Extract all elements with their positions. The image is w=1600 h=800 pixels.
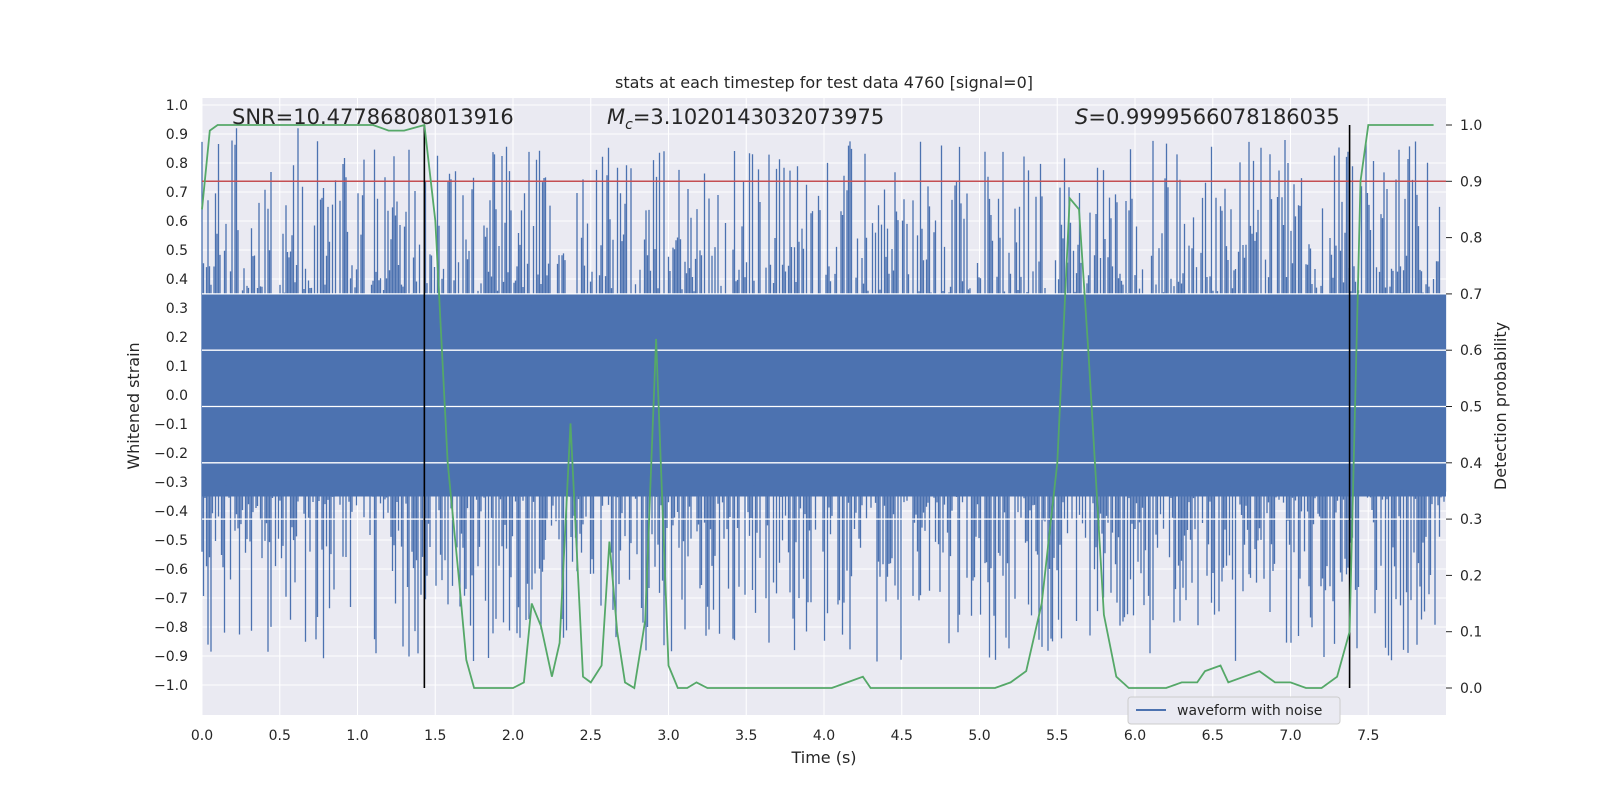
legend: waveform with noise [1127, 696, 1341, 725]
waveform-path [201, 128, 1447, 662]
x-axis-label: Time (s) [790, 748, 856, 767]
y-left-tick-label: −0.7 [154, 591, 188, 607]
y-left-axis-label: Whitened strain [124, 342, 143, 469]
x-tick-label: 5.5 [1046, 728, 1068, 744]
y-left-tick-label: −0.6 [154, 562, 188, 578]
x-tick-label: 0.0 [191, 728, 213, 744]
y-left-tick-label: 0.3 [166, 301, 188, 317]
vertical-markers [423, 125, 1351, 688]
y-left-tick-label: −0.1 [154, 417, 188, 433]
y-left-tick-label: 0.0 [166, 388, 188, 404]
chart-title: stats at each timestep for test data 476… [615, 73, 1033, 92]
y-right-ticks: 1.0 0.9 0.8 0.7 0.6 0.5 0.4 0.3 0.2 0.1 0.0 [1446, 118, 1482, 697]
y-right-tick-label: 0.9 [1460, 174, 1482, 190]
y-right-axis-label: Detection probability [1491, 322, 1510, 490]
x-tick-label: 1.5 [424, 728, 446, 744]
y-left-tick-label: −0.5 [154, 533, 188, 549]
y-right-tick-label: 0.3 [1460, 512, 1482, 528]
y-left-tick-label: −0.8 [154, 620, 188, 636]
legend-label-waveform: waveform with noise [1177, 703, 1322, 719]
y-left-tick-label: −1.0 [154, 678, 188, 694]
y-right-tick-label: 0.1 [1460, 625, 1482, 641]
y-left-tick-label: 0.6 [166, 214, 188, 230]
y-left-tick-label: −0.4 [154, 504, 188, 520]
y-right-tick-label: 1.0 [1460, 118, 1482, 134]
x-tick-label: 7.5 [1357, 728, 1379, 744]
y-right-tick-label: 0.2 [1460, 568, 1482, 584]
y-left-tick-label: −0.2 [154, 446, 188, 462]
x-ticks: 0.0 0.5 1.0 1.5 2.0 2.5 3.0 3.5 4.0 4.5 5.0 5.5 6.0 6… [191, 728, 1380, 744]
x-tick-label: 4.5 [891, 728, 913, 744]
grid-overlay [202, 293, 1446, 520]
y-right-tick-label: 0.4 [1460, 456, 1482, 472]
y-left-tick-label: −0.3 [154, 475, 188, 491]
s-annotation: S=0.9999566078186035 [1075, 105, 1340, 129]
y-left-tick-label: 0.9 [166, 127, 188, 143]
y-left-tick-label: 0.7 [166, 185, 188, 201]
y-left-tick-label: 0.2 [166, 330, 188, 346]
y-left-tick-label: 0.1 [166, 359, 188, 375]
y-right-tick-label: 0.6 [1460, 343, 1482, 359]
x-tick-label: 1.0 [346, 728, 368, 744]
probability-line [201, 123, 1434, 690]
detection-probability-series [201, 123, 1434, 690]
y-right-tick-label: 0.7 [1460, 287, 1482, 303]
x-tick-label: 3.5 [735, 728, 757, 744]
snr-annotation: SNR=10.47786808013916 [232, 105, 514, 129]
y-left-tick-label: −0.9 [154, 649, 188, 665]
y-left-tick-label: 1.0 [166, 98, 188, 114]
x-tick-label: 7.0 [1279, 728, 1301, 744]
y-right-tick-label: 0.5 [1460, 400, 1482, 416]
x-tick-label: 0.5 [269, 728, 291, 744]
y-right-tick-label: 0.0 [1460, 681, 1482, 697]
x-tick-label: 6.5 [1202, 728, 1224, 744]
x-tick-label: 2.0 [502, 728, 524, 744]
x-tick-label: 2.5 [580, 728, 602, 744]
y-left-tick-label: 0.8 [166, 156, 188, 172]
y-right-tick-label: 0.8 [1460, 231, 1482, 247]
y-left-ticks: 1.0 0.9 0.8 0.7 0.6 0.5 0.4 0.3 0.2 0.1 0.0 −0.1 −0.… [154, 98, 188, 694]
y-left-tick-label: 0.4 [166, 272, 188, 288]
chirp-mass-annotation: Mc=3.1020143032073975 [607, 105, 884, 133]
legend-box [1127, 696, 1341, 725]
x-tick-label: 5.0 [968, 728, 990, 744]
x-tick-label: 4.0 [813, 728, 835, 744]
y-left-tick-label: 0.5 [166, 243, 188, 259]
x-tick-label: 3.0 [657, 728, 679, 744]
x-tick-label: 6.0 [1124, 728, 1146, 744]
